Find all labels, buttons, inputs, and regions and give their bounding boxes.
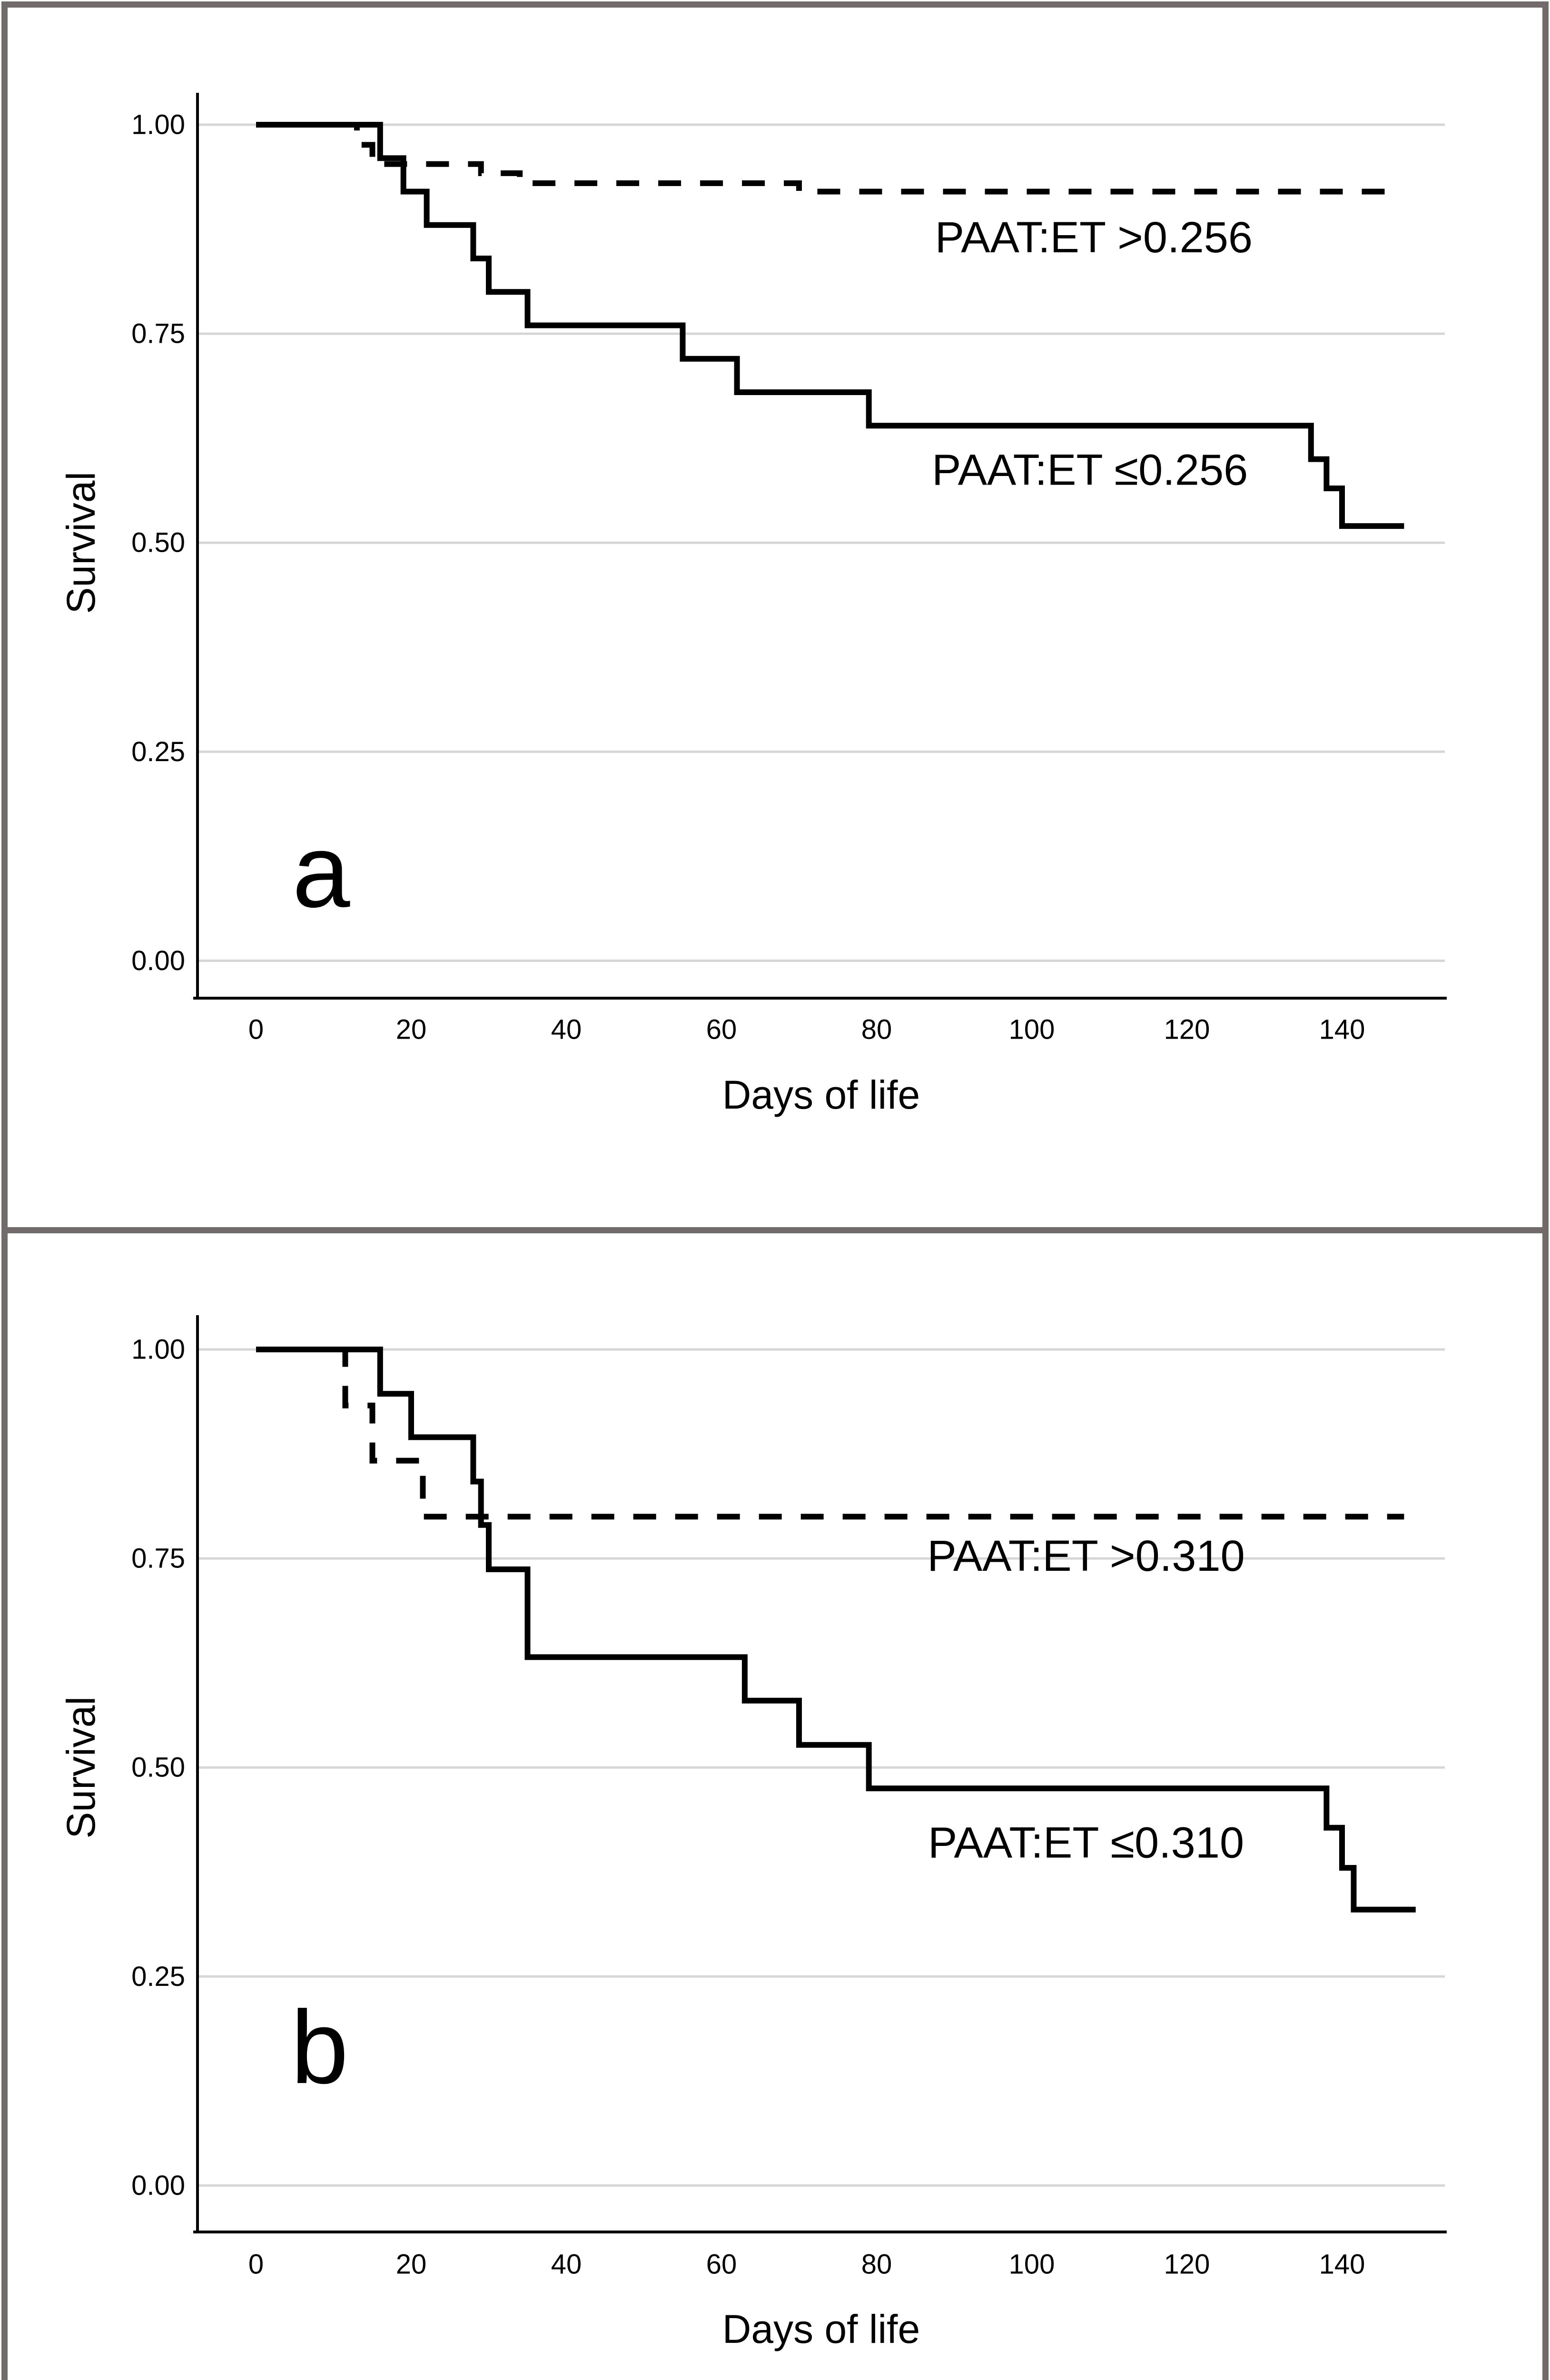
km-curve-below-threshold [256, 1347, 1416, 1913]
y-tick-label: 0.50 [131, 527, 185, 558]
y-tick-label: 0.50 [131, 1752, 185, 1783]
y-tick-label: 0.75 [131, 318, 185, 349]
y-tick-label: 0.75 [131, 1543, 185, 1574]
km-curve-above-threshold [256, 122, 1397, 195]
curve-annotation: PAAT:ET ≤0.310 [928, 1818, 1244, 1867]
x-tick-label: 120 [1164, 1014, 1210, 1045]
y-axis-title: Survival [59, 1696, 103, 1839]
panel-letter-a: a [292, 813, 350, 929]
x-tick-label: 80 [861, 2249, 892, 2280]
x-tick-label: 40 [551, 1014, 582, 1045]
y-tick-label: 0.25 [131, 1961, 185, 1992]
x-tick-label: 140 [1319, 1014, 1365, 1045]
panel-divider [1, 1227, 1549, 1233]
x-tick-label: 140 [1319, 2249, 1365, 2280]
x-tick-label: 20 [396, 1014, 427, 1045]
x-tick-label: 60 [706, 1014, 737, 1045]
y-tick-label: 0.25 [131, 736, 185, 767]
panel-b: 1.00 0.75 0.50 0.25 0.00 0 20 40 60 80 100 120 140 Da… [59, 1315, 1447, 2351]
km-curve-below-threshold [256, 122, 1404, 529]
panel-a: 1.00 0.75 0.50 0.25 0.00 0 20 40 60 80 100 120 140 Da… [59, 93, 1447, 1117]
curve-annotation: PAAT:ET >0.310 [927, 1532, 1244, 1580]
x-tick-label: 0 [248, 1014, 264, 1045]
x-tick-label: 80 [861, 1014, 892, 1045]
y-tick-label: 1.00 [131, 1334, 185, 1365]
km-curve-above-threshold [256, 1347, 1404, 1520]
x-tick-label: 60 [706, 2249, 737, 2280]
x-tick-label: 100 [1009, 2249, 1055, 2280]
x-tick-label: 120 [1164, 2249, 1210, 2280]
panel-letter-b: b [291, 1990, 348, 2105]
x-axis-title: Days of life [722, 1072, 920, 1117]
x-tick-label: 100 [1009, 1014, 1055, 1045]
x-axis-title: Days of life [722, 2307, 920, 2351]
y-tick-label: 0.00 [131, 945, 185, 976]
y-tick-label: 0.00 [131, 2170, 185, 2201]
x-tick-label: 40 [551, 2249, 582, 2280]
y-axis-title: Survival [59, 472, 103, 614]
x-tick-label: 0 [248, 2249, 264, 2280]
curve-annotation: PAAT:ET ≤0.256 [932, 446, 1248, 494]
x-tick-label: 20 [396, 2249, 427, 2280]
y-tick-label: 1.00 [131, 109, 185, 140]
curve-annotation: PAAT:ET >0.256 [935, 213, 1253, 262]
